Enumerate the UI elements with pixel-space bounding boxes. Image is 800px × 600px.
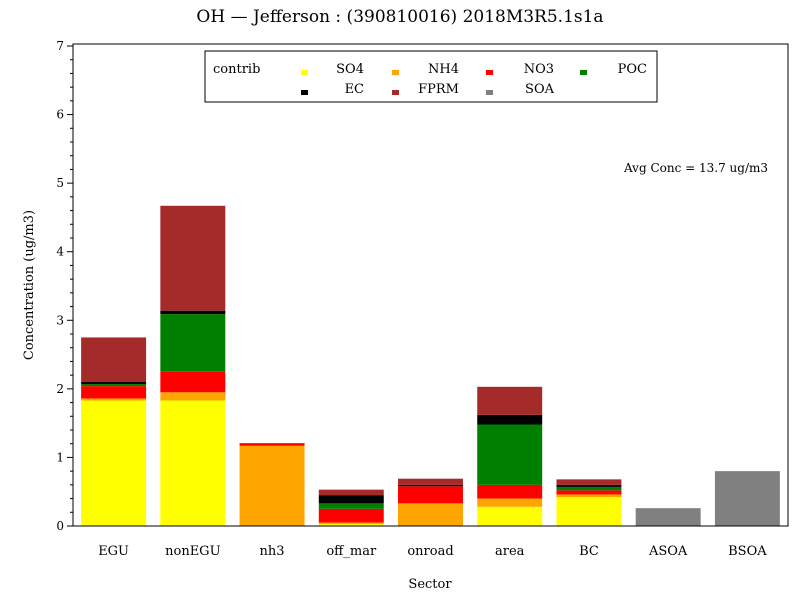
x-tick-label: EGU bbox=[98, 544, 129, 559]
bar-segment-nh4-bc bbox=[556, 494, 622, 498]
legend-swatch-ec bbox=[301, 90, 308, 95]
bar-segment-fprm-egu bbox=[81, 337, 147, 382]
bar-segment-no3-nh3 bbox=[239, 443, 305, 446]
y-tick-label: 3 bbox=[56, 313, 64, 327]
bar-segment-ec-area bbox=[477, 414, 543, 425]
bar-segment-so4-egu bbox=[81, 400, 147, 526]
bar-segment-soa-bsoa bbox=[714, 471, 780, 526]
bar-segment-ec-bc bbox=[556, 484, 622, 487]
y-tick-label: 1 bbox=[56, 450, 64, 464]
bar-segment-ec-onroad bbox=[398, 484, 463, 487]
legend-swatch-nh4 bbox=[392, 70, 399, 75]
x-axis-label: Sector bbox=[408, 577, 452, 592]
bar-segment-poc-bc bbox=[556, 486, 622, 491]
x-tick-label: area bbox=[495, 544, 525, 559]
bar-segment-nh4-area bbox=[477, 498, 543, 507]
x-tick-label: off_mar bbox=[326, 544, 377, 559]
bar-segment-nh4-nh3 bbox=[239, 445, 305, 526]
bar-segment-fprm-off_mar bbox=[318, 489, 384, 496]
bar-segment-ec-off_mar bbox=[318, 495, 384, 504]
bar-segment-no3-bc bbox=[556, 490, 622, 495]
y-tick-label: 2 bbox=[56, 382, 64, 396]
legend-title: contrib bbox=[213, 62, 260, 77]
bar-segment-so4-bc bbox=[556, 497, 622, 526]
legend-label-nh4: NH4 bbox=[428, 62, 459, 77]
bar-segment-no3-off_mar bbox=[318, 508, 384, 523]
legend-swatch-no3 bbox=[486, 70, 493, 75]
bar-segment-so4-nonegu bbox=[160, 400, 226, 526]
bar-segment-fprm-onroad bbox=[398, 478, 463, 485]
bar-segment-poc-nonegu bbox=[160, 314, 226, 372]
y-tick-label: 6 bbox=[56, 108, 64, 122]
bar-segment-nh4-onroad bbox=[398, 503, 463, 526]
bar-segment-nh4-egu bbox=[81, 398, 147, 401]
bar-segment-nh4-nonegu bbox=[160, 392, 226, 401]
bar-segment-ec-egu bbox=[81, 382, 147, 385]
x-tick-label: BC bbox=[579, 544, 599, 559]
x-tick-label: ASOA bbox=[648, 544, 688, 559]
legend-label-fprm: FPRM bbox=[418, 82, 459, 97]
legend: contrib SO4 NH4 NO3 POC EC FPRM SOA bbox=[204, 50, 658, 103]
bar-segment-no3-area bbox=[477, 484, 543, 499]
bar-segment-no3-nonegu bbox=[160, 371, 226, 393]
bar-segment-nh4-off_mar bbox=[318, 522, 384, 524]
y-tick-label: 0 bbox=[56, 519, 64, 533]
legend-swatch-soa bbox=[486, 90, 493, 95]
bar-segment-so4-off_mar bbox=[318, 523, 384, 526]
bar-segment-poc-area bbox=[477, 424, 543, 485]
bar-segment-ec-nonegu bbox=[160, 310, 226, 315]
bar-segment-fprm-area bbox=[477, 386, 543, 415]
x-axis: EGU nonEGU nh3 off_mar onroad area BC ASOA BSOA bbox=[98, 544, 767, 559]
legend-swatch-fprm bbox=[392, 90, 399, 95]
y-axis: 0 1 2 3 4 5 6 7 bbox=[56, 39, 73, 533]
y-tick-label: 5 bbox=[56, 176, 64, 190]
legend-label-so4: SO4 bbox=[336, 62, 364, 77]
bar-segment-soa-asoa bbox=[635, 508, 701, 526]
x-tick-label: onroad bbox=[407, 544, 453, 559]
legend-swatch-poc bbox=[580, 70, 587, 75]
legend-label-no3: NO3 bbox=[524, 62, 554, 77]
plot-area: 0 1 2 3 4 5 6 7 EGU nonEGU nh3 off_mar onroad area BC… bbox=[56, 39, 789, 559]
y-tick-label: 7 bbox=[56, 39, 64, 53]
bar-segment-fprm-nh3 bbox=[239, 443, 305, 444]
x-tick-label: nh3 bbox=[260, 544, 285, 559]
avg-conc-annotation: Avg Conc = 13.7 ug/m3 bbox=[623, 161, 768, 175]
legend-label-ec: EC bbox=[345, 82, 364, 97]
legend-label-soa: SOA bbox=[525, 82, 555, 97]
bar-segment-fprm-nonegu bbox=[160, 205, 226, 311]
bar-segment-fprm-bc bbox=[556, 479, 622, 485]
bar-segment-poc-egu bbox=[81, 384, 147, 387]
x-tick-label: BSOA bbox=[728, 544, 767, 559]
bar-segment-poc-off_mar bbox=[318, 503, 384, 509]
bar-segment-no3-egu bbox=[81, 386, 147, 399]
y-tick-label: 4 bbox=[56, 245, 64, 259]
legend-frame bbox=[204, 50, 658, 103]
bar-segment-so4-area bbox=[477, 506, 543, 526]
bar-segment-no3-onroad bbox=[398, 486, 463, 504]
y-axis-label: Concentration (ug/m3) bbox=[22, 210, 37, 360]
legend-swatch-so4 bbox=[301, 70, 308, 75]
legend-label-poc: POC bbox=[618, 62, 647, 77]
plot-frame bbox=[72, 43, 789, 527]
bars-layer bbox=[81, 205, 780, 526]
chart-title: OH — Jefferson : (390810016) 2018M3R5.1s… bbox=[196, 7, 603, 27]
x-tick-label: nonEGU bbox=[165, 544, 220, 559]
